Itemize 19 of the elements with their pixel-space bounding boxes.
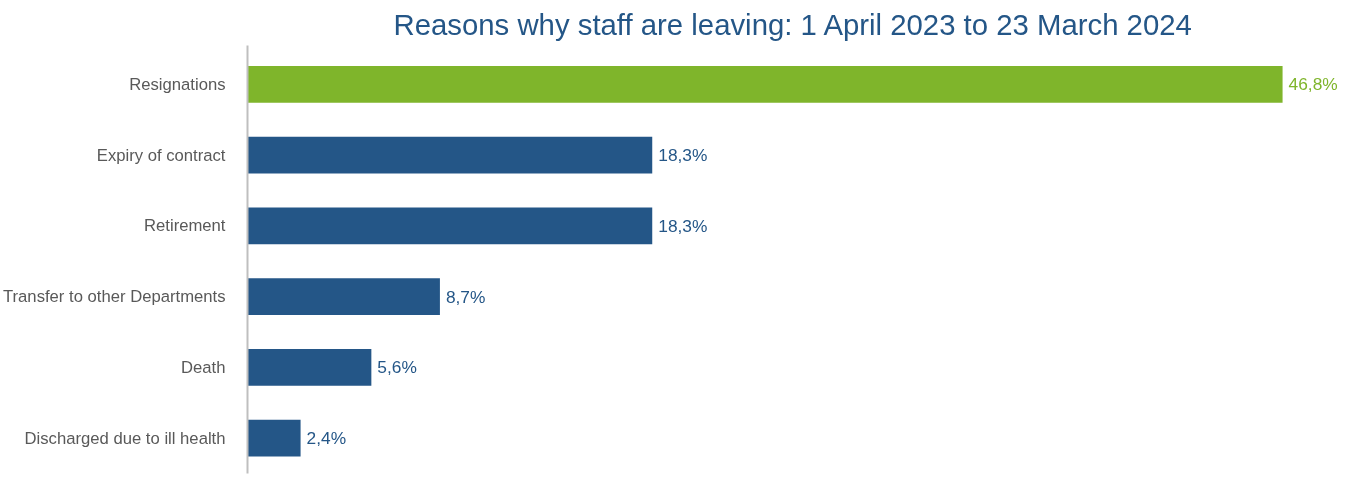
data-label: 18,3% (658, 215, 708, 236)
y-tick-label: Expiry of contract (96, 145, 226, 165)
data-label: 2,4% (306, 428, 347, 449)
y-tick-label: Death (181, 357, 226, 377)
chart-title: Reasons why staff are leaving: 1 April 2023 to 23 March 2024 (393, 7, 1192, 41)
y-tick-label: Retirement (144, 216, 226, 236)
data-label: 5,6% (377, 357, 417, 378)
data-label: 18,3% (658, 145, 708, 166)
bar (247, 419, 301, 457)
y-tick-label: Transfer to other Departments (3, 287, 226, 307)
bar (247, 66, 1283, 103)
bar (247, 278, 440, 316)
data-label: 8,7% (445, 286, 486, 307)
y-tick-label: Resignations (129, 74, 226, 94)
bar (247, 348, 372, 386)
bar (247, 207, 653, 245)
data-label: 46,8% (1288, 74, 1338, 95)
y-tick-label: Discharged due to ill health (24, 428, 226, 448)
bar (247, 136, 653, 174)
